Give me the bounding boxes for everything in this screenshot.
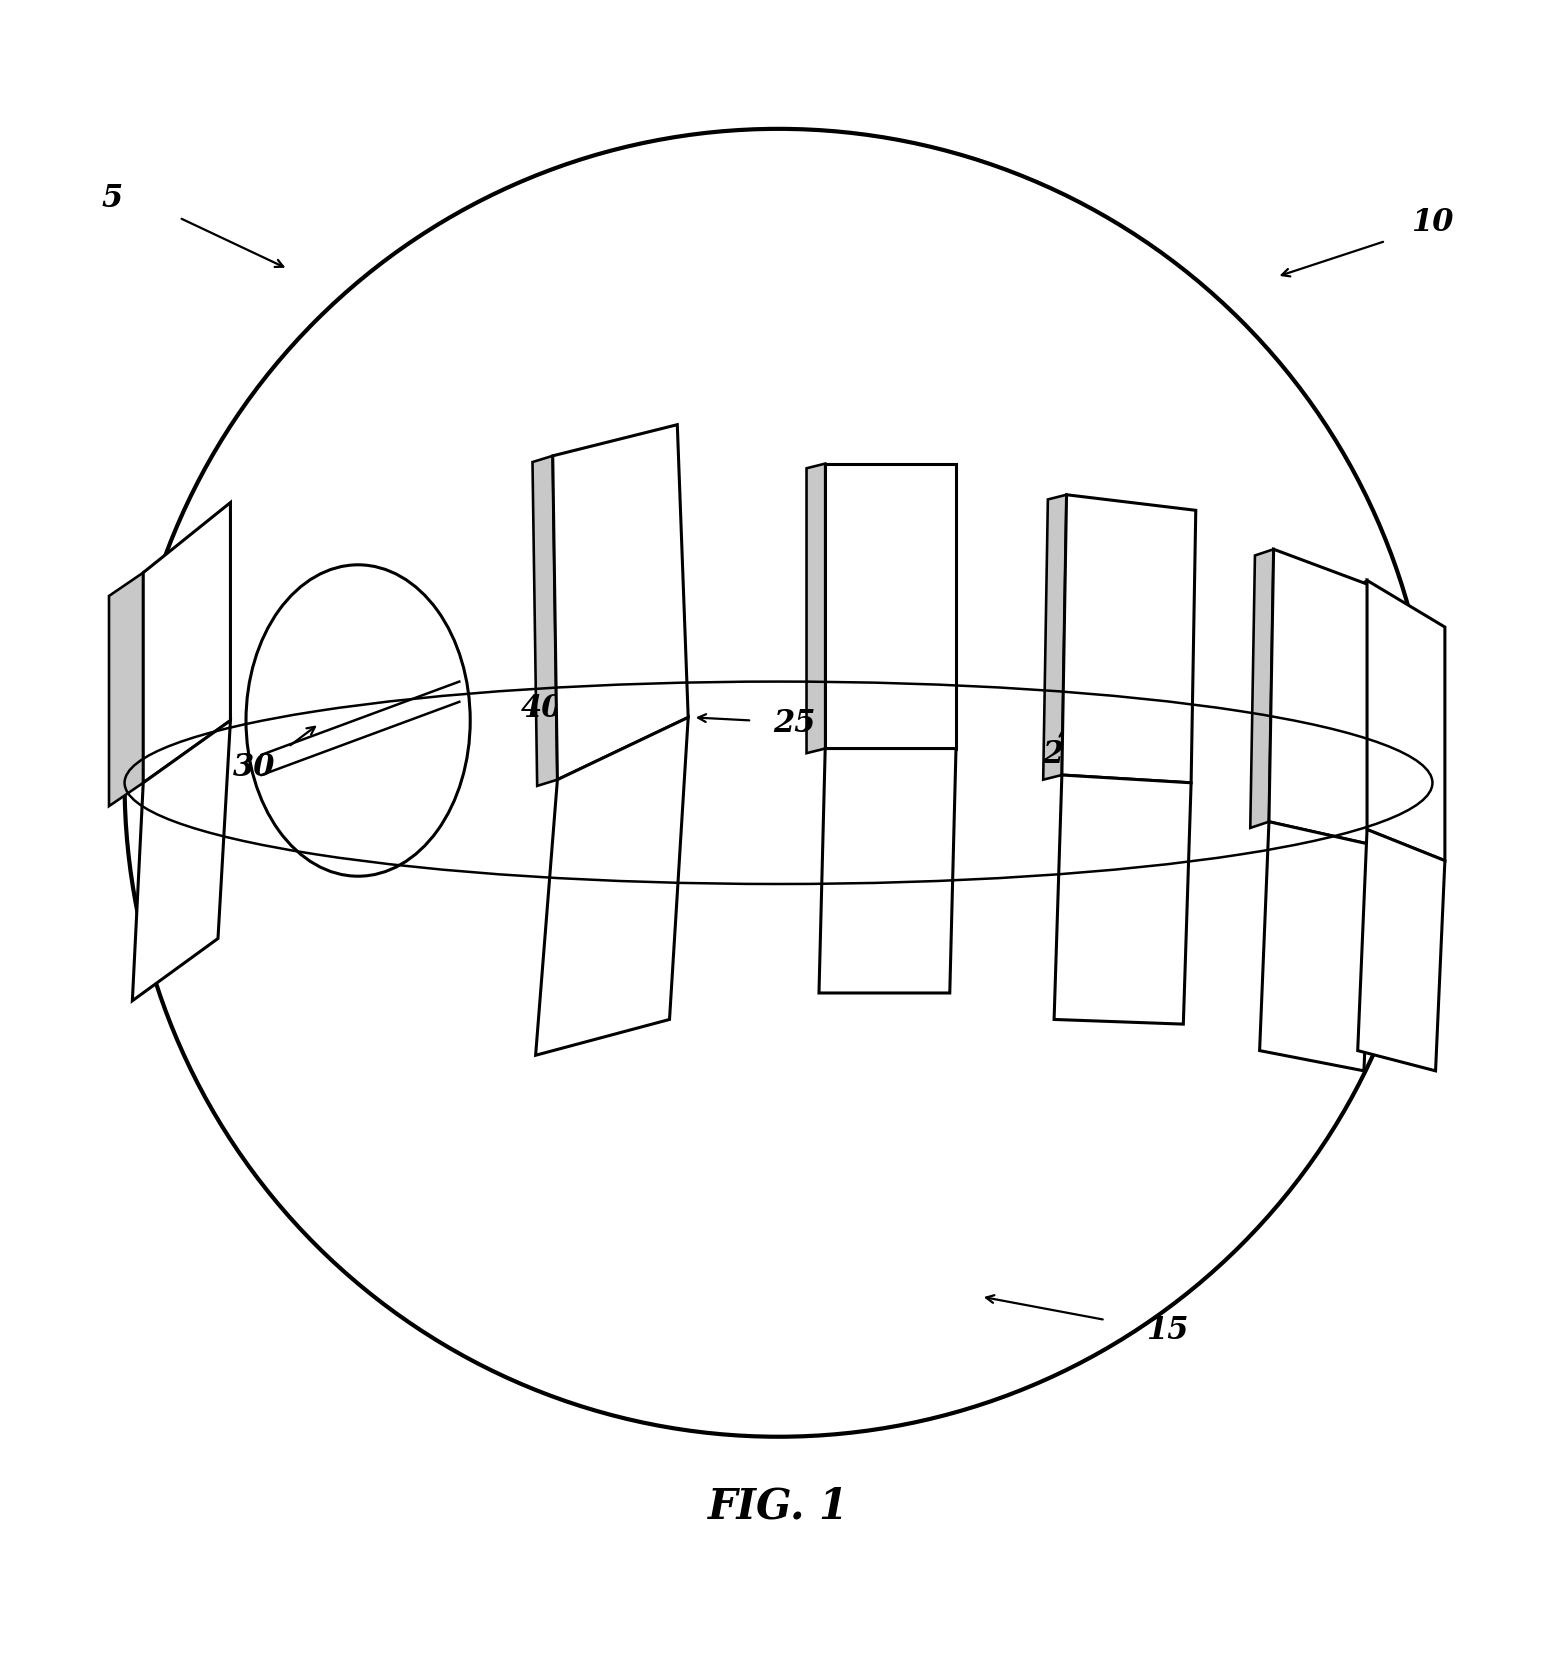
Polygon shape: [1367, 581, 1445, 861]
Polygon shape: [536, 717, 688, 1055]
Text: 5: 5: [101, 184, 123, 214]
Polygon shape: [1043, 494, 1067, 780]
Text: 15: 15: [1146, 1316, 1190, 1347]
Polygon shape: [132, 720, 230, 1000]
Polygon shape: [1358, 830, 1445, 1070]
Polygon shape: [1250, 549, 1274, 828]
Text: FIG. 1: FIG. 1: [708, 1486, 849, 1528]
Text: 25: 25: [772, 708, 816, 740]
Polygon shape: [825, 463, 956, 748]
Polygon shape: [109, 572, 143, 806]
Polygon shape: [1333, 581, 1367, 853]
Polygon shape: [1260, 821, 1373, 1070]
Polygon shape: [532, 456, 557, 786]
Text: 30: 30: [232, 752, 276, 783]
Polygon shape: [1269, 549, 1378, 844]
Text: 25: 25: [1042, 740, 1085, 770]
Text: 10: 10: [1411, 207, 1454, 237]
Polygon shape: [1054, 775, 1191, 1024]
Text: 40: 40: [520, 692, 564, 723]
Polygon shape: [819, 748, 956, 994]
Text: 25: 25: [1348, 864, 1392, 894]
Polygon shape: [1062, 494, 1196, 783]
Polygon shape: [553, 425, 688, 780]
Polygon shape: [807, 463, 825, 753]
Polygon shape: [143, 503, 230, 783]
